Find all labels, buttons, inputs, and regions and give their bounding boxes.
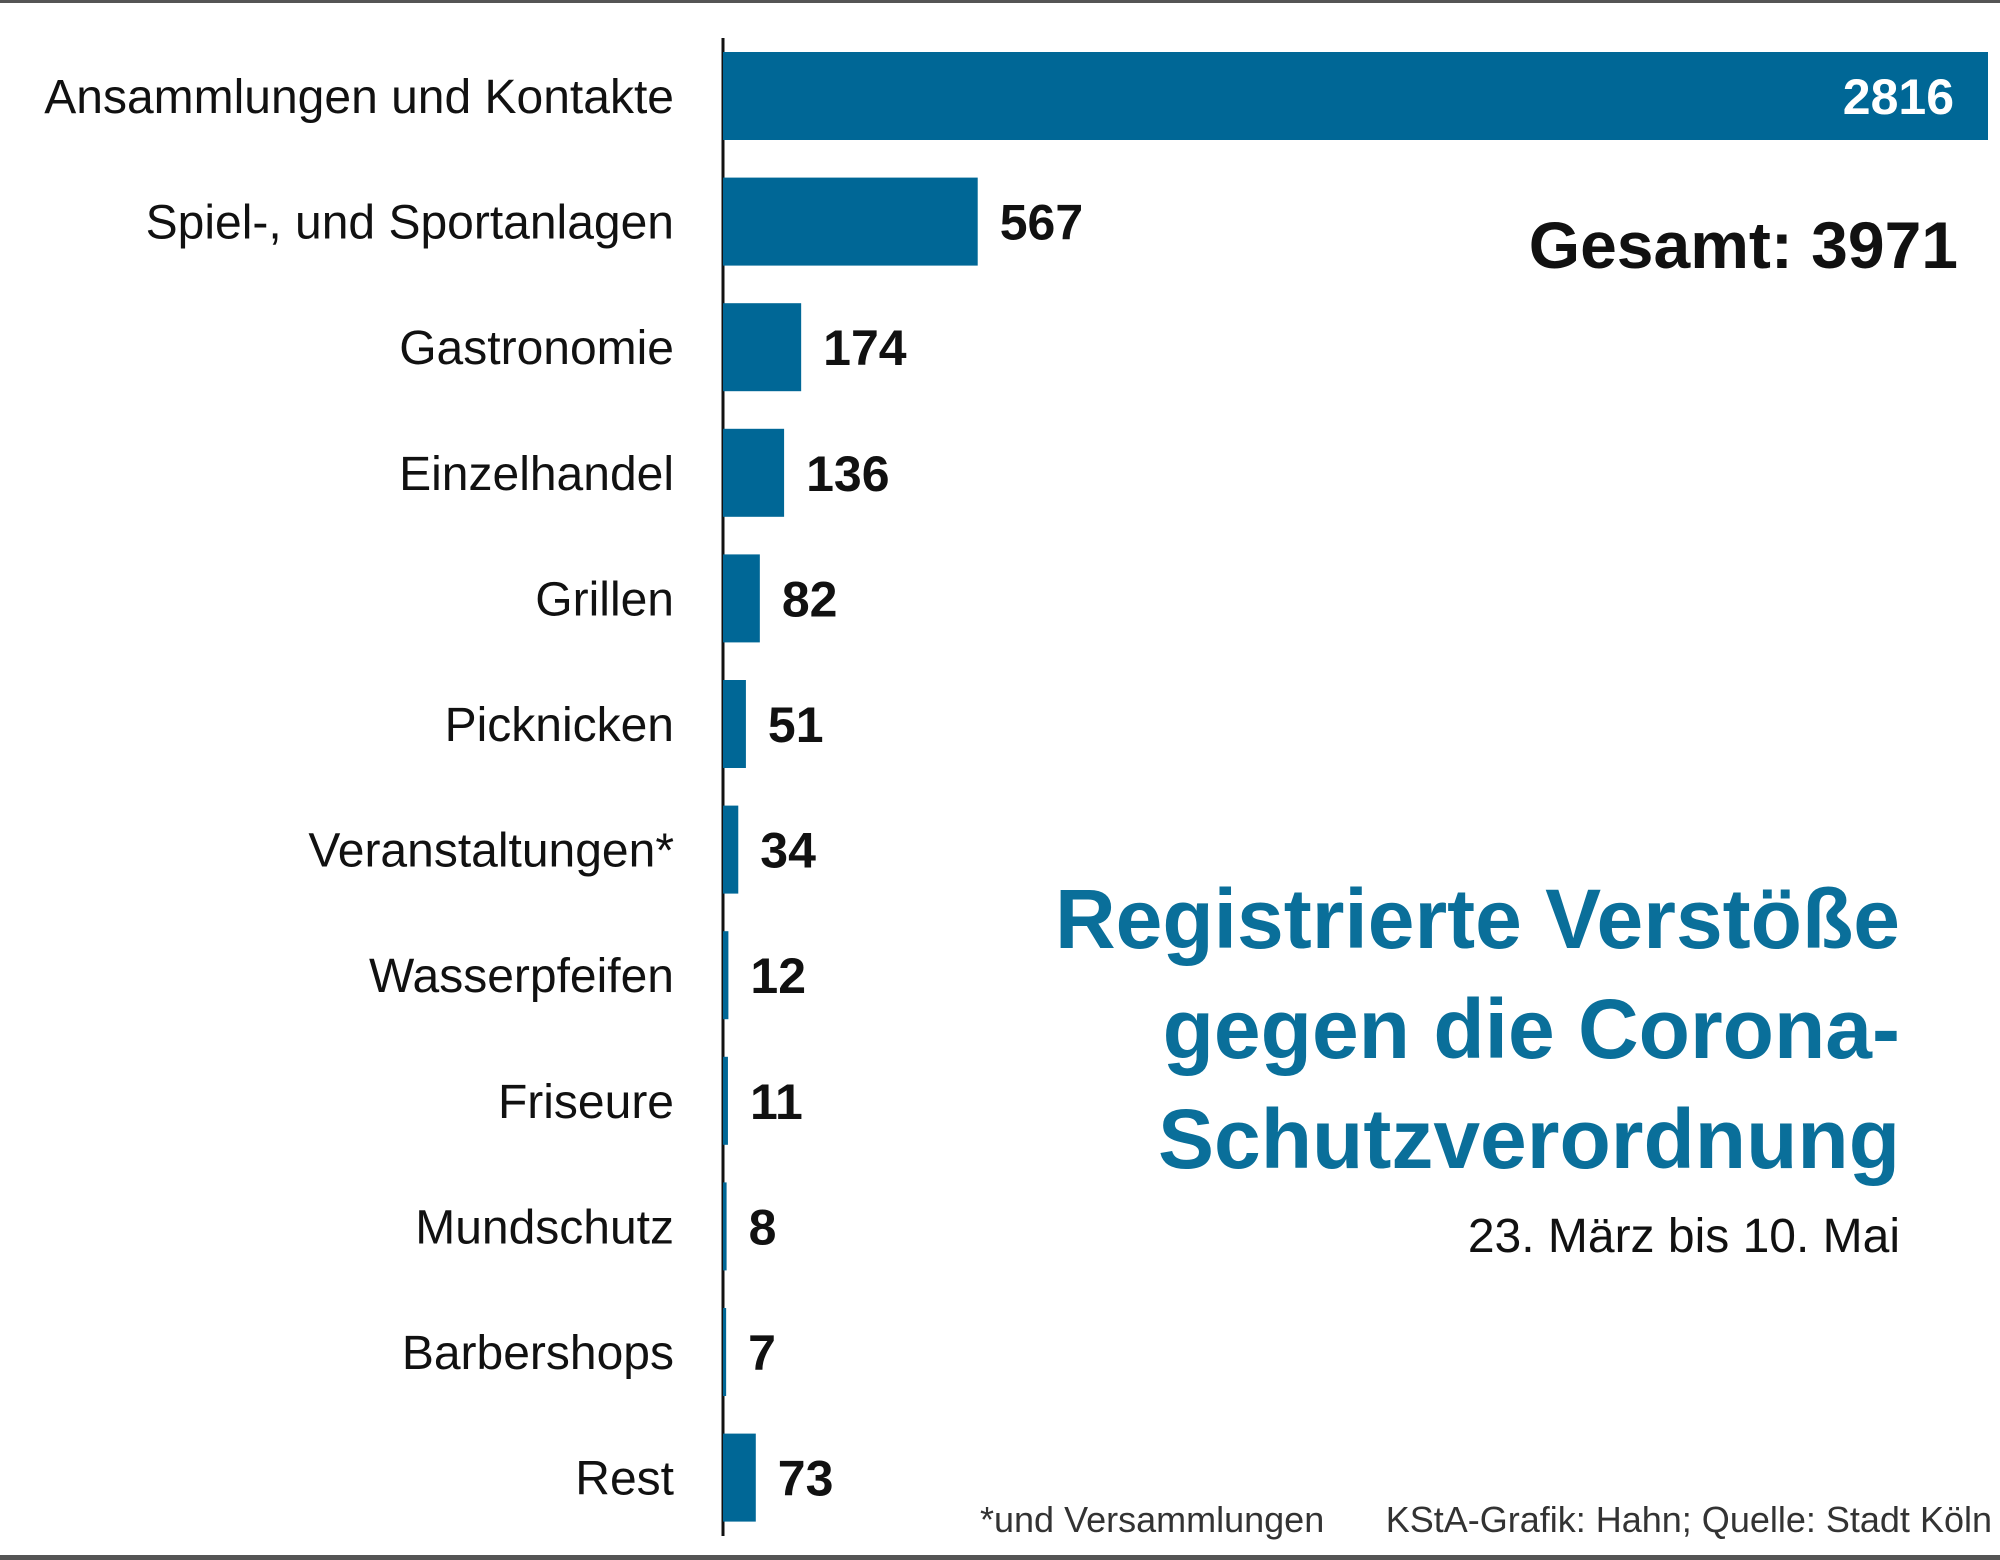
chart-title: Registrierte Verstöße gegen die Corona- … <box>1055 872 1900 1186</box>
value-label: 34 <box>760 823 816 879</box>
value-label: 51 <box>768 697 824 753</box>
title-line-2: gegen die Corona- <box>1163 982 1900 1076</box>
bar <box>723 1308 727 1396</box>
bar <box>723 931 729 1020</box>
category-label: Barbershops <box>402 1327 674 1380</box>
chart-subtitle: 23. März bis 10. Mai <box>1468 1210 1900 1263</box>
category-label: Spiel-, und Sportanlagen <box>146 197 674 250</box>
bars-group <box>723 52 1988 1522</box>
value-label: 7 <box>748 1325 776 1381</box>
title-line-3: Schutzverordnung <box>1158 1092 1900 1186</box>
category-labels: Ansammlungen und Kontakte Spiel-, und Spo… <box>44 71 674 1506</box>
category-label: Wasserpfeifen <box>369 950 674 1003</box>
category-label: Veranstaltungen* <box>308 825 674 878</box>
value-label: 82 <box>782 571 838 627</box>
bar <box>723 52 1988 140</box>
category-label: Einzelhandel <box>399 448 674 501</box>
bar <box>723 177 978 266</box>
bar <box>723 1182 727 1271</box>
value-label: 174 <box>823 320 907 376</box>
title-line-1: Registrierte Verstöße <box>1055 872 1900 966</box>
category-label: Mundschutz <box>415 1201 674 1254</box>
value-label: 11 <box>750 1074 803 1130</box>
category-label: Picknicken <box>445 699 674 752</box>
footnote: *und Versammlungen <box>980 1499 1324 1540</box>
value-label: 12 <box>750 948 806 1004</box>
bar <box>723 303 802 392</box>
frame-bottom-line <box>0 1555 2000 1560</box>
total-label: Gesamt: 3971 <box>1529 208 1958 282</box>
category-label: Grillen <box>535 573 674 626</box>
value-label: 136 <box>806 446 889 502</box>
frame-top-line <box>0 0 2000 3</box>
bar <box>723 680 746 768</box>
bar <box>723 1056 728 1145</box>
category-label: Rest <box>575 1453 674 1506</box>
bar <box>723 1433 756 1522</box>
source-credit: KStA-Grafik: Hahn; Quelle: Stadt Köln <box>1386 1499 1992 1540</box>
value-label: 567 <box>1000 195 1083 251</box>
value-labels: 2816 567 174 136 82 51 34 12 11 8 7 73 <box>748 69 1954 1507</box>
value-label: 8 <box>749 1199 777 1255</box>
category-label: Gastronomie <box>399 322 674 375</box>
bar <box>723 805 739 894</box>
category-label: Ansammlungen und Kontakte <box>44 71 674 124</box>
value-label: 73 <box>778 1451 834 1507</box>
bar <box>723 428 785 517</box>
category-label: Friseure <box>498 1076 674 1129</box>
bar <box>723 554 760 643</box>
value-label: 2816 <box>1843 69 1954 125</box>
